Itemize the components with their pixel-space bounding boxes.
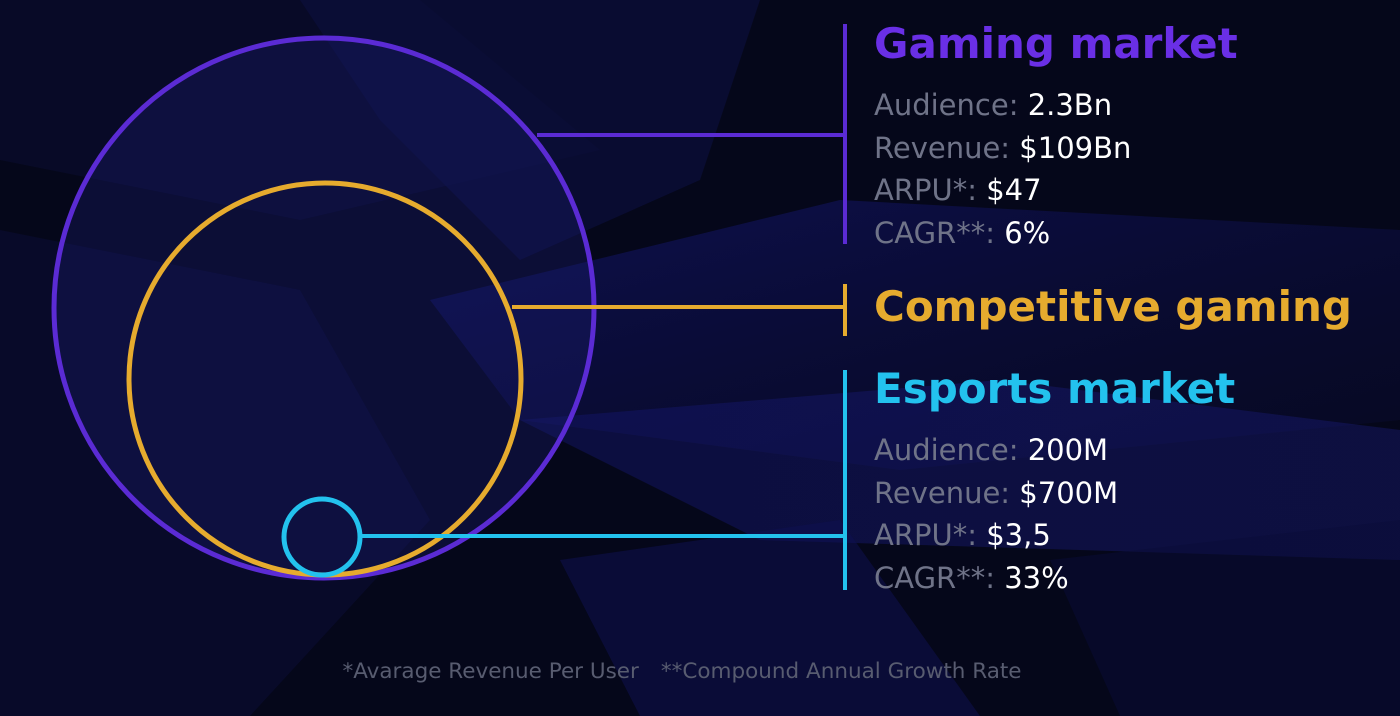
gaming-market-title: Gaming market — [874, 19, 1238, 68]
gaming-arpu-stat: ARPU*: $47 — [874, 169, 1238, 212]
esports-market-title: Esports market — [874, 364, 1236, 413]
stat-label: ARPU*: — [874, 173, 977, 207]
esports-cagr-stat: CAGR**: 33% — [874, 557, 1235, 600]
stat-label: Revenue: — [874, 130, 1011, 165]
competitive-gaming-title: Competitive gaming — [874, 282, 1352, 331]
stat-label: CAGR**: — [874, 215, 995, 250]
stat-label: Revenue: — [874, 475, 1011, 510]
stat-label: CAGR**: — [874, 560, 995, 595]
stat-value: 200M — [1027, 433, 1109, 467]
gaming-audience-stat: Audience: 2.3Bn — [874, 84, 1238, 127]
footnotes: *Avarage Revenue Per User **Compound Annu… — [0, 659, 1364, 684]
stat-value: 6% — [1004, 215, 1051, 250]
esports-arpu-stat: ARPU*: $3,5 — [874, 514, 1235, 557]
stat-label: Audience: — [874, 433, 1019, 467]
stat-label: Audience: — [874, 88, 1019, 122]
stat-value: $700M — [1019, 475, 1119, 510]
esports-audience-stat: Audience: 200M — [874, 429, 1235, 472]
esports-market-block: Esports market Audience: 200M Revenue: $… — [874, 365, 1235, 599]
stat-value: $47 — [986, 173, 1042, 207]
stat-value: 33% — [1004, 560, 1069, 595]
gaming-cagr-stat: CAGR**: 6% — [874, 212, 1238, 255]
footnote-cagr: **Compound Annual Growth Rate — [660, 659, 1022, 684]
gaming-market-block: Gaming market Audience: 2.3Bn Revenue: $… — [874, 20, 1238, 254]
stat-value: $109Bn — [1019, 130, 1132, 165]
stat-label: ARPU*: — [874, 518, 977, 552]
gaming-revenue-stat: Revenue: $109Bn — [874, 127, 1238, 170]
esports-market-stats: Audience: 200M Revenue: $700M ARPU*: $3,… — [874, 429, 1235, 599]
esports-market-circle — [281, 496, 363, 578]
stat-value: $3,5 — [986, 518, 1051, 552]
esports-revenue-stat: Revenue: $700M — [874, 472, 1235, 515]
footnote-arpu: *Avarage Revenue Per User — [342, 659, 639, 684]
stat-value: 2.3Bn — [1027, 88, 1113, 122]
gaming-market-stats: Audience: 2.3Bn Revenue: $109Bn ARPU*: $… — [874, 84, 1238, 254]
competitive-gaming-block: Competitive gaming — [874, 283, 1352, 331]
